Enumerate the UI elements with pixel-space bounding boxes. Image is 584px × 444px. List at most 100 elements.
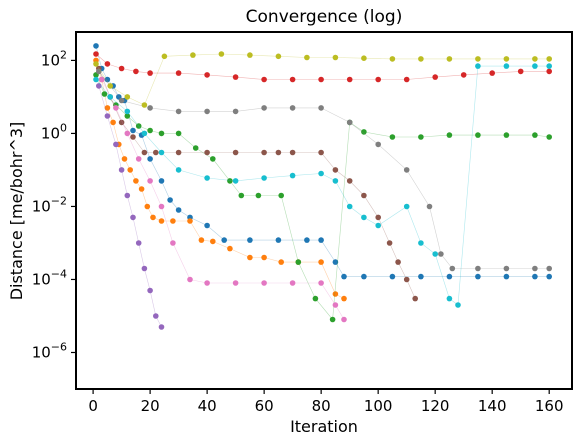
- series-10-point-16: [403, 203, 410, 210]
- x-tick-label: 20: [141, 397, 160, 415]
- x-tick-label: 160: [535, 397, 564, 415]
- series-10-point-10: [289, 172, 296, 179]
- series-10-point-5: [158, 149, 165, 156]
- series-7-point-9: [204, 280, 210, 286]
- series-1-point-17: [275, 237, 282, 243]
- series-2-point-16: [210, 238, 216, 245]
- series-6-point-17: [375, 214, 382, 221]
- series-8-point-19: [546, 265, 552, 272]
- series-2-point-6: [121, 156, 128, 162]
- series-10-point-24: [546, 63, 552, 69]
- series-5-point-3: [113, 141, 119, 148]
- series-8-point-1: [96, 68, 102, 75]
- series-8-point-9: [318, 105, 324, 111]
- series-1-point-16: [247, 237, 253, 243]
- series-2-point-11: [150, 214, 156, 221]
- series-3-point-23: [475, 132, 481, 138]
- series-line-10: [95, 65, 550, 306]
- y-axis-ticks: 102 100 10−2 10−4 10−6: [32, 48, 76, 361]
- series-7-point-12: [289, 280, 296, 286]
- series-3-point-9: [192, 145, 199, 151]
- series-9-point-2: [107, 83, 113, 89]
- series-6-point-16: [361, 192, 367, 199]
- series-1-point-25: [446, 273, 453, 280]
- series-1-point-7: [130, 127, 136, 134]
- series-3-point-16: [312, 295, 319, 302]
- y-tick-label: 10−2: [32, 194, 67, 215]
- series-6-point-14: [332, 167, 339, 173]
- series-2-point-8: [133, 178, 139, 184]
- series-4-point-16: [460, 72, 467, 78]
- series-5-point-2: [104, 113, 111, 119]
- series-10-point-4: [141, 130, 148, 137]
- series-8-point-4: [175, 108, 182, 115]
- series-1-point-15: [221, 237, 227, 243]
- series-6-point-8: [204, 149, 210, 156]
- series-9-point-16: [475, 56, 481, 62]
- series-9-point-8: [247, 52, 253, 58]
- series-6-point-10: [261, 149, 267, 156]
- x-axis-title: Iteration: [290, 417, 358, 436]
- x-tick-label: 40: [198, 397, 217, 415]
- series-2-point-17: [227, 245, 233, 252]
- series-6-point-21: [412, 295, 419, 302]
- series-10-point-12: [332, 178, 339, 184]
- series-6-point-9: [232, 149, 239, 156]
- series-2-point-20: [278, 259, 285, 265]
- series-6-point-6: [153, 149, 159, 156]
- series-6-point-11: [275, 149, 282, 156]
- y-tick-label: 100: [41, 121, 67, 142]
- y-axis-title: Distance [me/bohr^3]: [7, 122, 26, 301]
- series-7-point-1: [98, 76, 105, 83]
- series-4-point-8: [232, 74, 239, 80]
- series-3-point-10: [210, 156, 216, 162]
- series-6-point-4: [130, 134, 136, 140]
- series-2-point-10: [144, 203, 151, 210]
- series-10-point-8: [232, 178, 239, 184]
- series-3-point-15: [295, 259, 302, 265]
- series-1-point-20: [332, 259, 339, 265]
- series-10-point-2: [107, 94, 113, 100]
- series-7-point-14: [332, 302, 339, 308]
- series-7-point-11: [261, 280, 267, 286]
- series-2-point-15: [198, 237, 205, 243]
- series-10-point-13: [346, 203, 353, 210]
- x-tick-label: 100: [364, 397, 393, 415]
- series-4-point-4: [133, 68, 139, 75]
- series-7-point-15: [341, 316, 347, 323]
- series-6-point-3: [118, 119, 125, 126]
- series-9-point-14: [418, 56, 424, 62]
- series-7-point-10: [232, 280, 239, 286]
- series-9-point-12: [361, 55, 367, 61]
- series-3-point-11: [227, 178, 233, 184]
- series-3-point-14: [278, 192, 285, 199]
- series-9-point-6: [190, 52, 196, 58]
- x-axis-ticks: 0 20 40 60 80 100 120 140 160: [88, 389, 564, 415]
- x-tick-label: 60: [255, 397, 274, 415]
- series-1-point-27: [503, 273, 510, 280]
- series-9-point-1: [93, 61, 99, 67]
- series-9-point-11: [332, 54, 339, 61]
- series-9-point-3: [124, 94, 131, 100]
- series-10-point-22: [503, 63, 510, 69]
- series-9-point-10: [304, 54, 310, 61]
- series-8-point-7: [261, 105, 267, 111]
- series-5-point-8: [141, 265, 148, 272]
- series-8-point-14: [438, 251, 444, 257]
- series-1-point-21: [341, 273, 347, 280]
- series-4-point-18: [517, 68, 524, 75]
- series-5-point-6: [130, 214, 136, 221]
- series-4-point-15: [432, 74, 439, 80]
- series-4-point-12: [346, 76, 353, 83]
- series-3-point-2: [101, 91, 108, 97]
- series-8-point-2: [118, 97, 125, 104]
- series-1-point-1: [93, 43, 99, 49]
- series-9-point-7: [218, 51, 225, 57]
- series-7-point-6: [158, 203, 165, 210]
- series-7-point-8: [187, 276, 193, 283]
- series-2-point-12: [158, 218, 165, 224]
- series-10-point-9: [261, 175, 267, 181]
- series-10-point-20: [455, 302, 461, 308]
- series-4-point-3: [118, 65, 125, 72]
